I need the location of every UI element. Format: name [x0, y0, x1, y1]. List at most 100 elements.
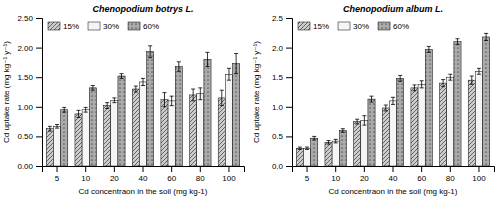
error-bar: [441, 80, 445, 87]
bar: [104, 106, 111, 166]
x-tick-label: 20: [360, 174, 369, 183]
error-bar: [84, 107, 88, 112]
error-bar: [412, 85, 416, 91]
y-tick-label: 1.00: [17, 103, 33, 112]
y-tick-mark: [286, 136, 292, 137]
x-tick-label: 80: [446, 174, 455, 183]
bar: [168, 101, 175, 166]
bar: [118, 76, 125, 166]
error-bar: [470, 76, 474, 84]
bar: [147, 52, 154, 166]
error-bar: [198, 88, 202, 100]
error-bar: [220, 90, 224, 105]
x-tick-label: 60: [167, 174, 176, 183]
y-tick-label: 0.50: [17, 132, 33, 141]
x-tick-mark: [478, 166, 479, 172]
error-bar: [77, 110, 81, 117]
error-bar: [305, 147, 309, 149]
y-tick-mark: [286, 18, 292, 19]
x-tick-label: 60: [417, 174, 426, 183]
error-bar: [205, 52, 209, 66]
y-tick-mark: [36, 77, 42, 78]
y-tick-mark: [36, 107, 42, 108]
error-bar: [112, 98, 116, 103]
x-tick-mark: [335, 166, 336, 172]
error-bars: [305, 68, 481, 149]
bar: [132, 89, 139, 166]
error-bars: [62, 46, 238, 112]
x-tick: 100: [472, 166, 486, 183]
x-tick: 40: [389, 166, 398, 183]
error-bar: [484, 33, 488, 40]
y-tick-mark: [286, 77, 292, 78]
x-axis: 5 10 20 40 60 80 100: [293, 166, 495, 183]
chart-title: Chenopodium botrys L.: [93, 4, 194, 14]
x-tick-mark: [393, 166, 394, 172]
x-tick-label: 5: [55, 174, 60, 183]
bar: [75, 114, 82, 166]
y-axis-title: Cd uptake rate (mg kg⁻¹ y⁻¹): [2, 41, 11, 143]
bar-series: [311, 37, 490, 166]
error-bar: [448, 74, 452, 80]
x-axis-title: Cd concentraon in the soil (mg kg-1): [79, 187, 208, 196]
x-tick-label: 5: [305, 174, 310, 183]
bar: [483, 37, 490, 166]
y-tick-label: 2.0: [272, 44, 284, 53]
error-bar: [91, 85, 95, 90]
error-bar: [427, 46, 431, 52]
x-tick: 40: [139, 166, 148, 183]
error-bar: [162, 93, 166, 107]
error-bar: [355, 119, 359, 124]
bar: [225, 74, 232, 166]
y-tick-mark: [286, 166, 292, 167]
legend-swatch: [48, 22, 60, 30]
bar: [197, 94, 204, 166]
x-tick: 100: [222, 166, 236, 183]
error-bar: [170, 96, 174, 105]
error-bar: [48, 126, 52, 131]
x-tick-mark: [364, 166, 365, 172]
y-tick: 1.5: [272, 73, 292, 82]
legend-label: 15%: [63, 22, 79, 31]
y-tick-mark: [36, 166, 42, 167]
error-bar: [477, 68, 481, 74]
error-bar: [391, 97, 395, 104]
x-tick-label: 10: [331, 174, 340, 183]
y-tick-label: 0.5: [272, 132, 284, 141]
plot-area: [296, 33, 489, 166]
x-tick: 5: [55, 166, 60, 183]
legend-swatch: [338, 22, 350, 30]
legend: 15%30%60%: [298, 22, 409, 31]
y-tick-mark: [36, 48, 42, 49]
bar: [46, 129, 53, 166]
bar: [447, 77, 454, 166]
error-bar: [227, 68, 231, 80]
y-tick-label: 1.5: [272, 73, 284, 82]
y-tick-label: 0.00: [17, 162, 33, 171]
bar: [204, 59, 211, 166]
error-bar: [177, 62, 181, 71]
x-tick: 60: [417, 166, 426, 183]
x-axis: 51020406080100: [43, 166, 245, 183]
x-tick-mark: [171, 166, 172, 172]
bar: [175, 67, 182, 166]
legend-item: 60%: [378, 22, 409, 31]
x-tick-label: 80: [196, 174, 205, 183]
bar-series: [61, 52, 240, 166]
y-tick-label: 2.50: [17, 14, 33, 23]
legend-label: 60%: [393, 22, 409, 31]
y-tick: 0.00: [17, 162, 42, 171]
x-tick-label: 20: [110, 174, 119, 183]
bar: [82, 110, 89, 166]
error-bar: [420, 81, 424, 88]
y-tick: 0.50: [17, 132, 42, 141]
bar: [303, 148, 310, 166]
y-axis-line: [36, 19, 43, 167]
y-tick-mark: [286, 107, 292, 108]
bar: [311, 138, 318, 166]
y-tick: 1.00: [17, 103, 42, 112]
bar: [296, 148, 303, 166]
y-tick-label: 2.5: [272, 14, 284, 23]
x-tick-label: 100: [472, 174, 486, 183]
legend-label: 30%: [353, 22, 369, 31]
